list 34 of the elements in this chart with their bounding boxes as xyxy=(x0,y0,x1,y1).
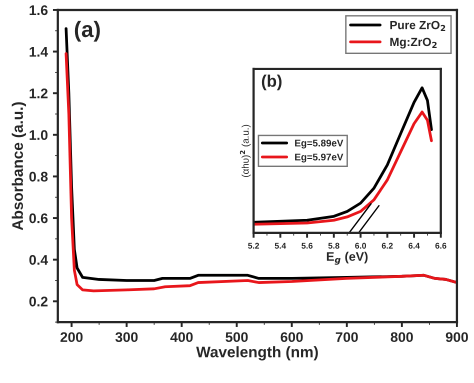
y-tick-label: 1.6 xyxy=(30,5,48,16)
x-tick-label: 800 xyxy=(390,332,413,342)
y-axis-title: (αhυ)$^{2}$ (a.u.) xyxy=(240,124,251,177)
x-tick-label: 6.0 xyxy=(355,242,366,249)
x-tick-label: 700 xyxy=(336,332,358,342)
x-axis-title: Wavelength (nm) xyxy=(196,346,318,360)
x-tick-label: 500 xyxy=(226,332,248,342)
x-tick-label: 6.4 xyxy=(408,242,420,249)
legend-label: Mg:ZrO$_{2}$ xyxy=(390,38,437,49)
x-tick-label: 600 xyxy=(280,332,303,342)
legend-label: Pure ZrO$_{2}$ xyxy=(390,20,446,32)
x-tick-label: 5.8 xyxy=(328,242,340,249)
y-axis-title: Absorbance (a.u.) xyxy=(12,102,26,230)
legend-label: Eg=5.97eV xyxy=(295,154,344,162)
x-tick-label: 400 xyxy=(170,332,193,342)
x-tick-label: 5.6 xyxy=(302,242,313,249)
annotation: (a) xyxy=(74,20,100,42)
legend-label: Eg=5.89eV xyxy=(295,140,344,148)
y-tick-label: 0.6 xyxy=(29,213,48,224)
x-tick-label: 5.4 xyxy=(274,242,286,249)
x-tick-label: 6.2 xyxy=(382,242,393,249)
x-tick-label: 5.2 xyxy=(248,242,260,249)
x-tick-label: 200 xyxy=(60,332,83,342)
x-tick-label: 900 xyxy=(446,332,468,342)
y-tick-label: 1.0 xyxy=(30,130,48,140)
annotation: (b) xyxy=(262,74,282,90)
y-tick-label: 1.2 xyxy=(30,88,48,98)
x-axis-title: E$_{g}$ (eV) xyxy=(326,252,368,265)
y-tick-label: 1.4 xyxy=(30,47,48,57)
x-tick-label: 300 xyxy=(115,332,138,342)
y-tick-label: 0.8 xyxy=(29,172,48,182)
y-tick-label: 0.2 xyxy=(29,296,48,306)
y-tick-label: 0.4 xyxy=(29,255,48,265)
x-tick-label: 6.6 xyxy=(435,242,446,249)
